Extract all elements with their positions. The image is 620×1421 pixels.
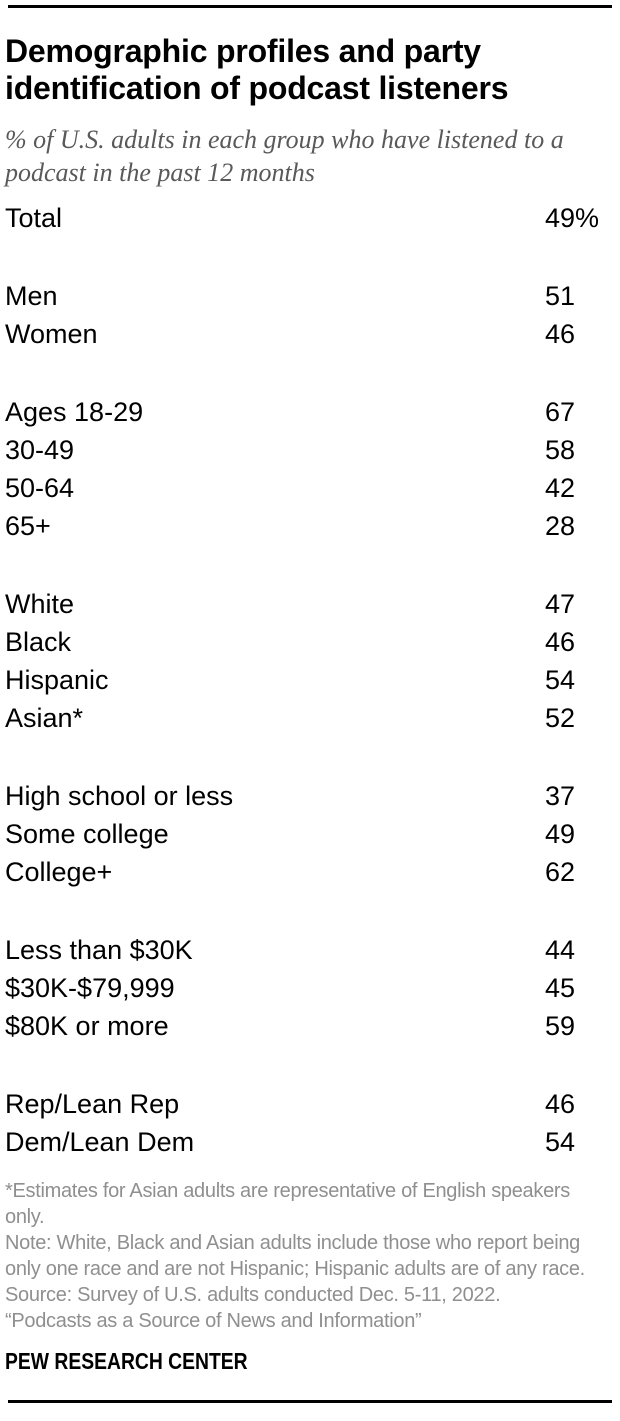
chart-subtitle: % of U.S. adults in each group who have … [5,123,620,189]
bottom-rule [8,1400,612,1403]
row-value: 47 [545,585,575,623]
table-row-some-college: Some college 49 [5,815,620,853]
row-label: Dem/Lean Dem [5,1127,195,1157]
row-value: 51 [545,277,575,315]
chart-title-line1: Demographic profiles and party [5,33,481,69]
row-value-number: 47 [544,589,575,619]
row-value: 45 [545,969,575,1007]
row-label: 65+ [5,511,51,541]
table-row-women: Women 46 [5,315,620,353]
table-row-total: Total 49% [5,199,620,237]
row-value: 28 [545,507,575,545]
row-value-number: 54 [544,1127,575,1157]
note-line: only. [5,1206,45,1228]
table-row-black: Black 46 [5,623,620,661]
row-label: Rep/Lean Rep [5,1089,180,1119]
row-label: Hispanic [5,665,109,695]
table-row-less-than-30k: Less than $30K 44 [5,931,620,969]
table-row-hispanic: Hispanic 54 [5,661,620,699]
row-value-number: 46 [544,319,575,349]
row-label: Some college [5,819,169,849]
table-row-white: White 47 [5,585,620,623]
row-value: 46 [545,623,575,661]
source-line: Source: Survey of U.S. adults conducted … [5,1284,501,1306]
row-value: 44 [545,931,575,969]
row-label: 30-49 [5,435,75,465]
row-label: Women [5,319,98,349]
table-row-high-school-or-less: High school or less 37 [5,777,620,815]
footnotes: *Estimates for Asian adults are represen… [5,1178,620,1334]
row-label: Less than $30K [5,935,193,965]
row-label: 50-64 [5,473,75,503]
pew-chart-card: Demographic profiles and party identific… [0,5,620,1403]
row-value-number: 51 [544,281,575,311]
table-row-rep-lean-rep: Rep/Lean Rep 46 [5,1085,620,1123]
row-value-number: 46 [544,1089,575,1119]
table-row-50-64: 50-64 42 [5,469,620,507]
row-value: 54 [545,1123,575,1161]
demographics-table: Total 49% Men 51 Women 46 Ages 18-29 67 … [5,199,620,1161]
row-label: Ages 18-29 [5,397,144,427]
note-line: Note: White, Black and Asian adults incl… [5,1232,580,1254]
table-row-30-49: 30-49 58 [5,431,620,469]
chart-title: Demographic profiles and party identific… [5,33,620,107]
table-row-asian: Asian* 52 [5,699,620,737]
row-value: 52 [545,699,575,737]
row-value-number: 28 [544,511,575,541]
row-label: White [5,589,75,619]
table-row-65-plus: 65+ 28 [5,507,620,545]
row-value: 62 [545,853,575,891]
chart-subtitle-line2: podcast in the past 12 months [5,158,315,187]
table-row-30k-79999: $30K-$79,999 45 [5,969,620,1007]
row-value-number: 54 [544,665,575,695]
table-row-dem-lean-dem: Dem/Lean Dem 54 [5,1123,620,1161]
table-row-80k-or-more: $80K or more 59 [5,1007,620,1045]
report-title-line: “Podcasts as a Source of News and Inform… [5,1310,422,1332]
row-value: 59 [545,1007,575,1045]
row-label: $80K or more [5,1011,169,1041]
row-value: 49% [544,203,600,233]
chart-subtitle-line1: % of U.S. adults in each group who have … [5,125,564,154]
table-row-college-plus: College+ 62 [5,853,620,891]
row-label: Black [5,627,72,657]
row-value-number: 46 [544,627,575,657]
row-label: $30K-$79,999 [5,973,175,1003]
row-value-number: 62 [544,857,575,887]
note-line: only one race and are not Hispanic; Hisp… [5,1258,585,1280]
row-value: 58 [545,431,575,469]
row-label: Asian* [5,703,84,733]
row-value-number: 49 [544,203,575,233]
row-value-number: 44 [544,935,575,965]
row-value: 46 [545,315,575,353]
row-label: Total [5,203,63,233]
table-row-men: Men 51 [5,277,620,315]
row-value-number: 37 [544,781,575,811]
chart-title-line2: identification of podcast listeners [5,70,509,106]
row-value-number: 45 [544,973,575,1003]
pew-research-center-wordmark: PEW RESEARCH CENTER [5,1348,248,1374]
row-value: 42 [545,469,575,507]
row-value: 54 [545,661,575,699]
row-label: High school or less [5,781,234,811]
row-value-number: 52 [544,703,575,733]
row-value-number: 49 [544,819,575,849]
row-value-number: 42 [544,473,575,503]
row-value-number: 58 [544,435,575,465]
row-value-number: 59 [544,1011,575,1041]
row-value: 46 [545,1085,575,1123]
row-value: 49 [545,815,575,853]
row-value: 67 [545,393,575,431]
table-row-ages-18-29: Ages 18-29 67 [5,393,620,431]
note-line: *Estimates for Asian adults are represen… [5,1180,570,1202]
row-value: 37 [545,777,575,815]
row-label: Men [5,281,58,311]
row-label: College+ [5,857,113,887]
row-value-number: 67 [544,397,575,427]
top-rule [8,5,612,8]
